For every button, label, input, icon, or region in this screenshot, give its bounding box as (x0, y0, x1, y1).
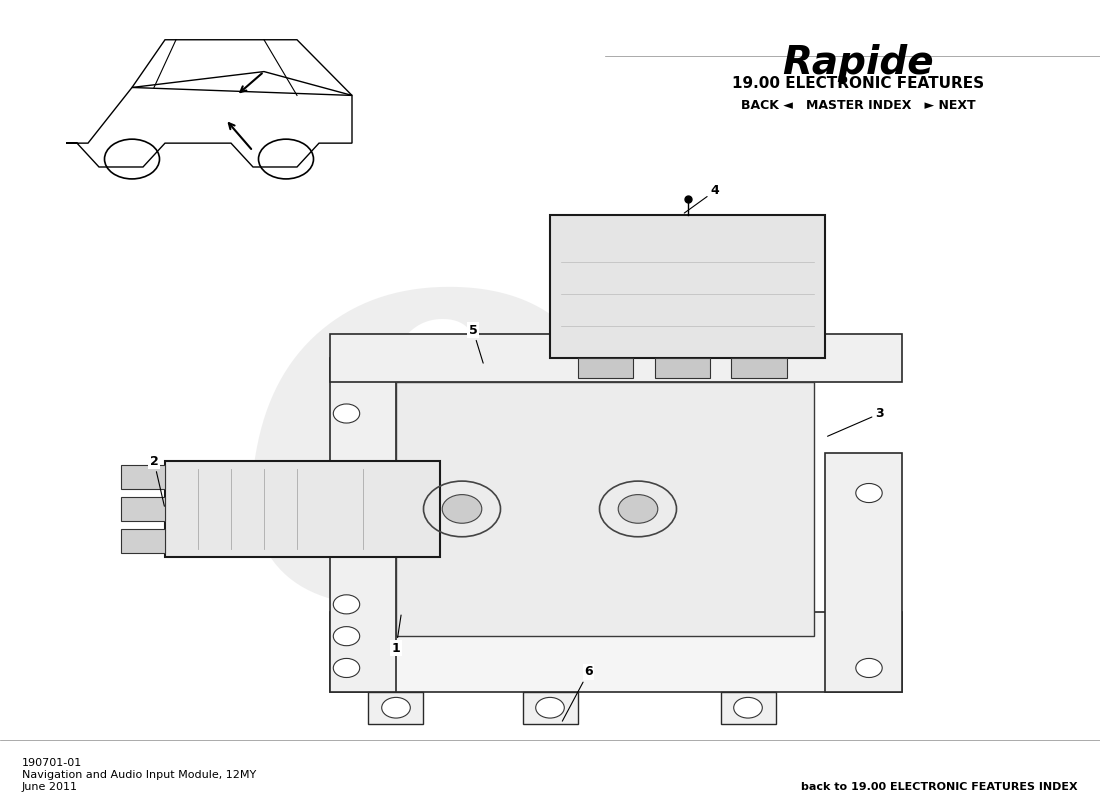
Circle shape (618, 494, 658, 523)
Circle shape (856, 483, 882, 502)
Circle shape (536, 698, 564, 718)
FancyBboxPatch shape (121, 497, 165, 521)
FancyBboxPatch shape (330, 358, 396, 692)
Circle shape (382, 698, 410, 718)
FancyBboxPatch shape (165, 462, 440, 557)
Text: June 2011: June 2011 (22, 782, 78, 792)
FancyBboxPatch shape (522, 692, 578, 724)
Text: Rapide: Rapide (782, 44, 934, 82)
Text: a passion for parts since 1985: a passion for parts since 1985 (358, 406, 786, 627)
Circle shape (333, 658, 360, 678)
FancyBboxPatch shape (396, 382, 814, 636)
Circle shape (333, 404, 360, 423)
FancyBboxPatch shape (578, 358, 632, 378)
Circle shape (734, 698, 762, 718)
Text: 2: 2 (150, 454, 164, 506)
FancyBboxPatch shape (330, 612, 902, 692)
Text: BACK ◄   MASTER INDEX   ► NEXT: BACK ◄ MASTER INDEX ► NEXT (740, 99, 976, 112)
Text: Navigation and Audio Input Module, 12MY: Navigation and Audio Input Module, 12MY (22, 770, 256, 780)
FancyBboxPatch shape (825, 454, 902, 692)
FancyBboxPatch shape (121, 465, 165, 489)
Text: 3: 3 (827, 407, 884, 436)
Text: 190701-01: 190701-01 (22, 758, 82, 768)
Text: back to 19.00 ELECTRONIC FEATURES INDEX: back to 19.00 ELECTRONIC FEATURES INDEX (802, 782, 1078, 792)
Text: 19.00 ELECTRONIC FEATURES: 19.00 ELECTRONIC FEATURES (732, 75, 984, 90)
FancyBboxPatch shape (368, 692, 424, 724)
Text: 6: 6 (562, 666, 593, 721)
FancyBboxPatch shape (720, 692, 775, 724)
Text: 1: 1 (392, 615, 402, 654)
FancyBboxPatch shape (732, 358, 786, 378)
Circle shape (333, 626, 360, 646)
FancyBboxPatch shape (550, 214, 825, 358)
FancyBboxPatch shape (121, 529, 165, 553)
Circle shape (333, 595, 360, 614)
FancyBboxPatch shape (330, 334, 902, 382)
Text: 5: 5 (469, 323, 483, 363)
Text: 4: 4 (684, 184, 719, 213)
Circle shape (856, 658, 882, 678)
Text: e: e (232, 155, 604, 719)
FancyBboxPatch shape (654, 358, 710, 378)
Circle shape (442, 494, 482, 523)
